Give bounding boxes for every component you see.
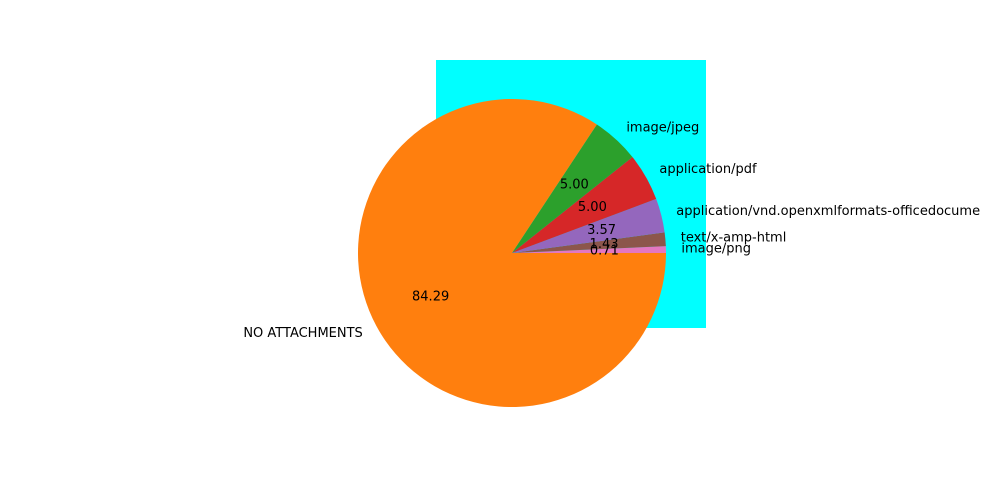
pie-slice bbox=[512, 157, 657, 253]
pie-value-label: 0.71 bbox=[590, 243, 619, 258]
pie-slice bbox=[358, 99, 666, 408]
pie-category-label: image/jpeg bbox=[626, 120, 699, 135]
pie-value-label: 84.29 bbox=[412, 289, 449, 304]
pie-category-label: application/vnd.openxmlformats-officedoc… bbox=[676, 204, 980, 219]
pie-category-label: NO ATTACHMENTS bbox=[243, 326, 362, 341]
pie-category-label: application/pdf bbox=[659, 162, 757, 177]
pie-value-label: 3.57 bbox=[587, 223, 616, 238]
pie-value-label: 5.00 bbox=[560, 177, 589, 192]
pie-slice bbox=[512, 198, 665, 253]
pie-slices bbox=[358, 99, 667, 408]
pie-value-label: 1.43 bbox=[590, 237, 619, 252]
pie-slice bbox=[512, 246, 667, 253]
pie-category-label: text/x-amp-html bbox=[681, 230, 787, 245]
pie-value-labels: 0.711.433.57 5.00 5.00 84.29 bbox=[412, 177, 619, 304]
pie-value-label: 5.00 bbox=[578, 200, 607, 215]
pie-slice bbox=[512, 124, 633, 253]
pie-category-label: image/png bbox=[681, 242, 751, 257]
pie-slice bbox=[512, 232, 666, 253]
